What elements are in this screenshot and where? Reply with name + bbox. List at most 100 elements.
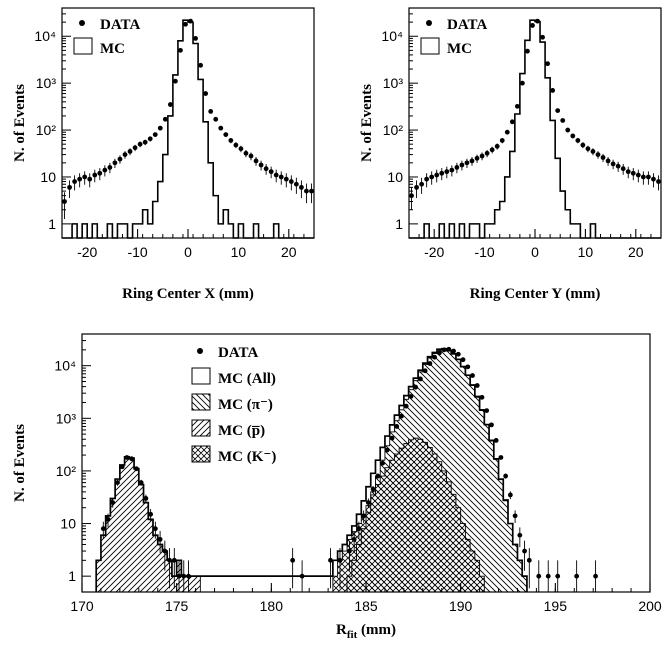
legend-label: MC xyxy=(447,41,472,57)
legend-label: DATA xyxy=(218,345,258,361)
data-point xyxy=(213,116,219,122)
data-point xyxy=(409,193,414,199)
chart-ring-center-y: -20 -10 0 10 20 1 10 10² 10³ 10⁴ N. of Events Ring … xyxy=(359,7,662,302)
data-point xyxy=(630,170,636,176)
data-point xyxy=(489,147,495,153)
data-point xyxy=(494,143,500,149)
x-tick-label: 10 xyxy=(578,244,594,260)
data-point xyxy=(570,133,576,139)
data-point xyxy=(419,181,424,187)
x-axis-title: Ring Center X (mm) xyxy=(122,286,254,302)
data-point xyxy=(62,199,67,204)
legend-swatch xyxy=(191,393,211,411)
data-point xyxy=(223,132,229,138)
data-point xyxy=(290,557,296,563)
data-point xyxy=(102,167,108,173)
legend-swatch xyxy=(420,37,440,55)
data-point xyxy=(278,174,284,180)
data-point xyxy=(253,158,259,164)
data-point xyxy=(361,513,367,519)
data-point xyxy=(203,91,209,96)
data-point xyxy=(517,532,523,538)
data-point xyxy=(162,548,168,554)
y-tick-label: 1 xyxy=(48,216,56,232)
data-point xyxy=(380,460,385,466)
data-point xyxy=(394,424,400,429)
x-tick-label: 10 xyxy=(231,244,247,260)
data-point xyxy=(560,118,566,123)
data-point xyxy=(454,164,460,170)
x-tick-label: -20 xyxy=(424,244,444,260)
x-tick-label: 190 xyxy=(449,598,473,614)
data-point xyxy=(365,500,371,506)
data-point xyxy=(498,455,504,460)
y-axis-title: N. of Events xyxy=(359,84,375,162)
data-point xyxy=(436,350,442,356)
data-point xyxy=(183,21,188,27)
data-point xyxy=(455,351,461,357)
legend-label: MC (All) xyxy=(218,371,276,387)
data-point xyxy=(540,34,545,40)
data-point xyxy=(148,511,154,517)
data-point xyxy=(413,384,419,390)
data-point xyxy=(422,368,428,374)
data-point xyxy=(147,136,153,142)
data-point xyxy=(152,132,158,138)
data-point xyxy=(451,348,456,354)
data-point xyxy=(656,179,661,184)
y-tick-label: 10⁴ xyxy=(381,28,403,44)
data-point xyxy=(555,573,561,579)
data-point xyxy=(258,162,264,168)
y-tick-label: 10 xyxy=(40,169,56,185)
data-point xyxy=(459,162,465,168)
data-point xyxy=(375,473,381,479)
x-tick-label: 175 xyxy=(165,598,189,614)
data-point xyxy=(188,18,193,24)
data-point xyxy=(178,47,183,53)
x-tick-label: 170 xyxy=(70,598,94,614)
x-tick-label: 0 xyxy=(531,244,539,260)
data-point xyxy=(171,557,177,563)
chart-r-fit: 170 175 180 185 190 195 200 1 10 10² 10³ 10⁴ N. of E… xyxy=(12,333,662,641)
data-point xyxy=(520,80,525,86)
x-tick-label: 185 xyxy=(354,598,378,614)
data-point xyxy=(593,573,598,579)
legend-label: DATA xyxy=(447,17,487,33)
y-tick-label: 1 xyxy=(68,568,76,584)
data-point xyxy=(288,179,294,184)
legend-label: MC (π⁻) xyxy=(218,397,273,413)
data-point xyxy=(512,513,518,519)
data-point xyxy=(646,174,651,180)
data-point xyxy=(610,161,616,167)
data-point xyxy=(92,172,98,178)
data-point xyxy=(469,158,475,164)
data-point xyxy=(635,172,641,178)
data-point xyxy=(429,174,435,180)
data-point xyxy=(651,176,656,182)
data-point xyxy=(507,492,513,498)
data-point xyxy=(228,138,234,143)
data-point xyxy=(479,153,485,159)
legend-label: MC (K⁻) xyxy=(218,449,276,465)
x-tick-label: 195 xyxy=(544,598,568,614)
data-point xyxy=(479,394,485,400)
x-axis-title-unit: (mm) xyxy=(357,622,396,638)
data-point xyxy=(142,139,148,145)
data-point xyxy=(124,455,130,460)
data-point xyxy=(218,125,224,131)
y-tick-label: 10³ xyxy=(383,75,404,91)
data-point xyxy=(176,573,182,579)
data-point xyxy=(555,108,561,113)
data-point xyxy=(489,422,494,428)
x-axis-title-main: R xyxy=(336,622,347,638)
x-axis-title: Rfit (mm) xyxy=(336,622,396,641)
data-point xyxy=(138,480,144,485)
legend-label: MC (p̅) xyxy=(218,423,265,439)
data-point xyxy=(328,557,333,563)
legend-label: DATA xyxy=(100,17,140,33)
data-point xyxy=(525,48,530,54)
data-point xyxy=(299,184,304,190)
data-point xyxy=(238,146,244,152)
data-point xyxy=(283,176,289,182)
